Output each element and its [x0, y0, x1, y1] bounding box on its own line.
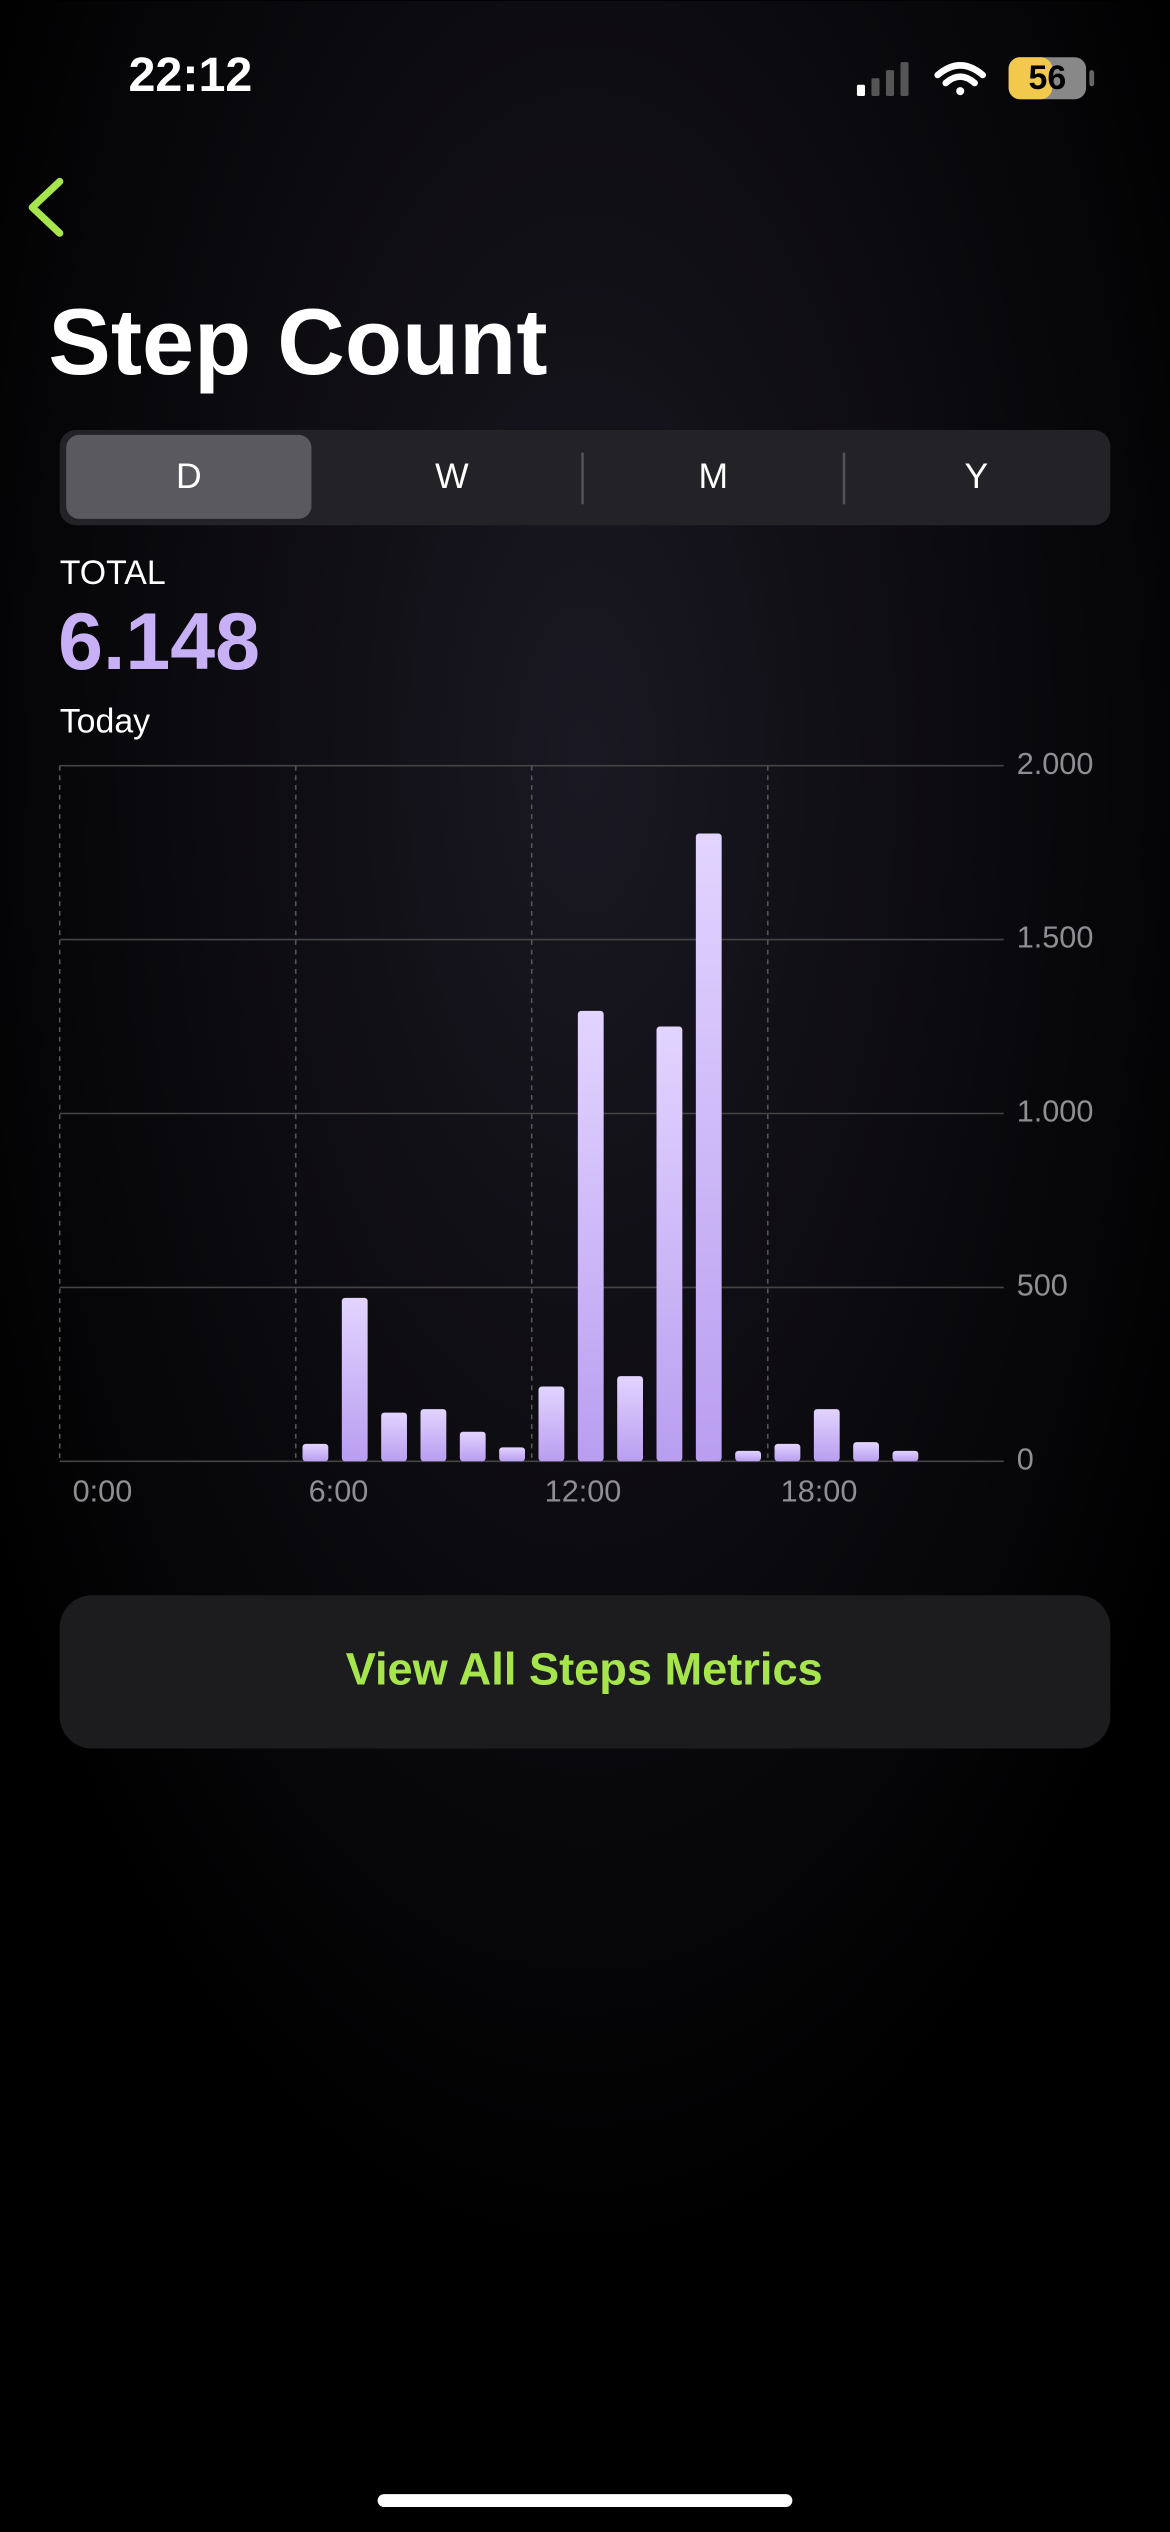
bar: [341, 1297, 368, 1462]
wifi: [934, 62, 987, 96]
y-tick-label: 0: [1017, 1442, 1034, 1476]
bar: [656, 1026, 683, 1462]
x-tick-label: 6:00: [309, 1475, 369, 1509]
bar: [892, 1450, 919, 1462]
segment[interactable]: M: [699, 456, 729, 496]
segment[interactable]: Y: [965, 456, 989, 496]
home-indicator: [377, 2494, 793, 2508]
segment[interactable]: W: [435, 456, 469, 496]
bar: [420, 1409, 447, 1462]
total-label: TOTAL: [60, 554, 166, 592]
battery: 56: [1008, 57, 1095, 100]
bar: [774, 1443, 801, 1462]
bar: [695, 833, 722, 1462]
metrics-button[interactable]: [59, 1595, 1111, 1749]
bar: [499, 1447, 525, 1462]
metrics-button-label[interactable]: View All Steps Metrics: [346, 1644, 823, 1695]
period: Today: [60, 703, 150, 741]
segmented-control: D W M Y: [59, 430, 1111, 526]
segment[interactable]: D: [176, 456, 202, 496]
time: 22:12: [129, 48, 253, 102]
bar: [853, 1442, 880, 1462]
total-value: 6.148: [58, 597, 260, 687]
bar: [577, 1010, 604, 1462]
segment-selected[interactable]: [66, 434, 312, 519]
signal: [856, 62, 909, 96]
bar: [459, 1431, 486, 1462]
bar: [735, 1450, 762, 1462]
bar: [381, 1412, 407, 1462]
bar: [813, 1409, 840, 1462]
y-tick-label: 1.500: [1017, 921, 1094, 955]
x-tick-label: 0:00: [73, 1475, 133, 1509]
back-button[interactable]: [28, 177, 64, 237]
battery-level: 56: [1029, 59, 1067, 97]
y-tick-label: 2.000: [1017, 747, 1094, 781]
bar: [538, 1386, 565, 1462]
page-title: Step Count: [48, 289, 547, 394]
bar: [617, 1376, 643, 1462]
x-tick-label: 18:00: [781, 1475, 858, 1509]
x-tick-label: 12:00: [545, 1475, 622, 1509]
bar: [302, 1443, 329, 1462]
y-tick-label: 1.000: [1017, 1095, 1094, 1129]
y-tick-label: 500: [1017, 1268, 1068, 1302]
chart: 0 500 1.000 1.500 2.000 0:00 6:00 12:00 18:00: [58, 747, 1094, 1509]
